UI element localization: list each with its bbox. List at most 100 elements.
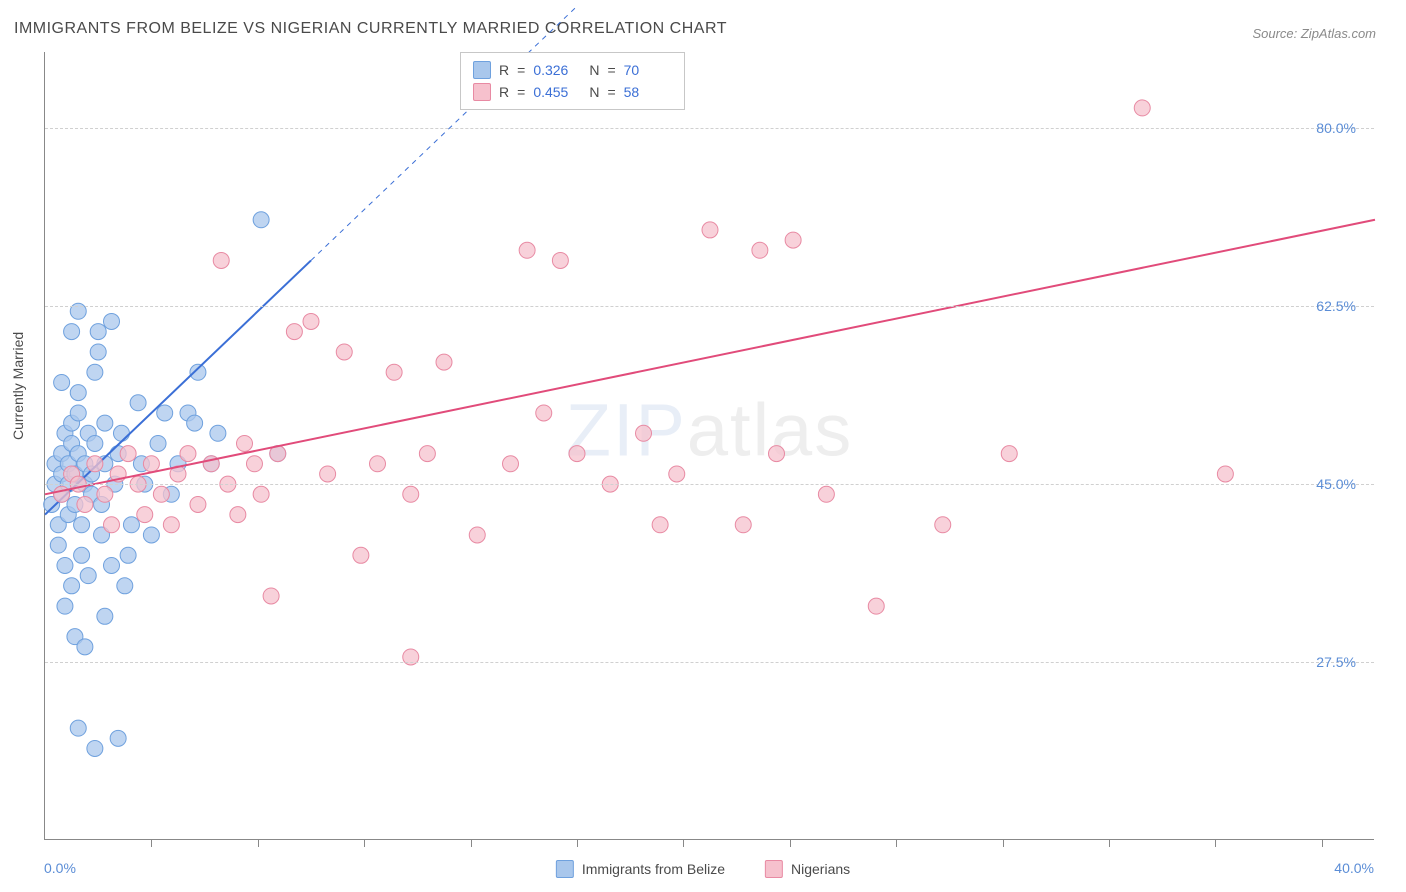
- scatter-point: [935, 517, 951, 533]
- scatter-point: [90, 344, 106, 360]
- scatter-point: [130, 395, 146, 411]
- source-label: Source: ZipAtlas.com: [1252, 26, 1376, 41]
- legend-row-belize: R = 0.326 N = 70: [473, 59, 672, 81]
- scatter-point: [868, 598, 884, 614]
- scatter-point: [503, 456, 519, 472]
- y-tick-label: 80.0%: [1316, 120, 1356, 136]
- scatter-point: [1217, 466, 1233, 482]
- scatter-point: [64, 324, 80, 340]
- y-tick-label: 62.5%: [1316, 298, 1356, 314]
- scatter-point: [74, 547, 90, 563]
- scatter-point: [552, 252, 568, 268]
- r-value-belize: 0.326: [533, 62, 581, 78]
- gridline: [45, 662, 1374, 663]
- scatter-point: [702, 222, 718, 238]
- scatter-point: [785, 232, 801, 248]
- scatter-svg: [45, 52, 1374, 839]
- y-tick-label: 45.0%: [1316, 476, 1356, 492]
- scatter-point: [263, 588, 279, 604]
- legend-label-nigerians: Nigerians: [791, 861, 850, 877]
- scatter-point: [735, 517, 751, 533]
- scatter-point: [210, 425, 226, 441]
- scatter-point: [70, 720, 86, 736]
- scatter-point: [150, 435, 166, 451]
- scatter-point: [137, 507, 153, 523]
- scatter-point: [246, 456, 262, 472]
- eq: =: [517, 84, 525, 100]
- eq: =: [517, 62, 525, 78]
- x-tick: [896, 839, 897, 847]
- swatch-belize: [473, 61, 491, 79]
- scatter-point: [253, 212, 269, 228]
- legend-row-nigerians: R = 0.455 N = 58: [473, 81, 672, 103]
- series-legend: Immigrants from Belize Nigerians: [556, 860, 850, 878]
- scatter-point: [80, 568, 96, 584]
- scatter-point: [104, 557, 120, 573]
- scatter-point: [90, 324, 106, 340]
- legend-item-belize: Immigrants from Belize: [556, 860, 725, 878]
- scatter-point: [237, 435, 253, 451]
- scatter-point: [87, 740, 103, 756]
- n-label: N: [589, 62, 599, 78]
- swatch-belize-bottom: [556, 860, 574, 878]
- scatter-point: [436, 354, 452, 370]
- x-tick: [683, 839, 684, 847]
- scatter-point: [123, 517, 139, 533]
- scatter-point: [87, 456, 103, 472]
- x-tick: [151, 839, 152, 847]
- scatter-point: [320, 466, 336, 482]
- scatter-point: [77, 639, 93, 655]
- x-axis-max-label: 40.0%: [1334, 860, 1374, 876]
- x-tick: [471, 839, 472, 847]
- scatter-point: [113, 425, 129, 441]
- scatter-point: [117, 578, 133, 594]
- scatter-point: [180, 446, 196, 462]
- x-tick: [1109, 839, 1110, 847]
- scatter-point: [469, 527, 485, 543]
- chart-title: IMMIGRANTS FROM BELIZE VS NIGERIAN CURRE…: [14, 20, 727, 38]
- scatter-point: [50, 537, 66, 553]
- r-label: R: [499, 84, 509, 100]
- n-value-nigerians: 58: [624, 84, 672, 100]
- scatter-point: [110, 730, 126, 746]
- scatter-point: [120, 446, 136, 462]
- eq: =: [607, 84, 615, 100]
- scatter-point: [1001, 446, 1017, 462]
- trend-line-ext: [311, 6, 577, 260]
- scatter-point: [286, 324, 302, 340]
- scatter-point: [190, 364, 206, 380]
- scatter-point: [163, 517, 179, 533]
- x-tick: [790, 839, 791, 847]
- scatter-point: [77, 496, 93, 512]
- scatter-point: [190, 496, 206, 512]
- scatter-point: [143, 456, 159, 472]
- scatter-point: [636, 425, 652, 441]
- scatter-point: [652, 517, 668, 533]
- scatter-point: [336, 344, 352, 360]
- scatter-point: [253, 486, 269, 502]
- legend-label-belize: Immigrants from Belize: [582, 861, 725, 877]
- scatter-point: [87, 364, 103, 380]
- swatch-nigerians-bottom: [765, 860, 783, 878]
- scatter-point: [569, 446, 585, 462]
- scatter-point: [187, 415, 203, 431]
- scatter-point: [97, 608, 113, 624]
- r-label: R: [499, 62, 509, 78]
- scatter-point: [230, 507, 246, 523]
- scatter-point: [70, 385, 86, 401]
- x-tick: [577, 839, 578, 847]
- x-tick: [1322, 839, 1323, 847]
- gridline: [45, 484, 1374, 485]
- scatter-point: [303, 313, 319, 329]
- scatter-point: [536, 405, 552, 421]
- scatter-point: [752, 242, 768, 258]
- scatter-point: [143, 527, 159, 543]
- scatter-point: [1134, 100, 1150, 116]
- r-value-nigerians: 0.455: [533, 84, 581, 100]
- scatter-point: [97, 486, 113, 502]
- scatter-point: [403, 486, 419, 502]
- x-tick: [258, 839, 259, 847]
- scatter-point: [64, 578, 80, 594]
- scatter-point: [669, 466, 685, 482]
- scatter-point: [74, 517, 90, 533]
